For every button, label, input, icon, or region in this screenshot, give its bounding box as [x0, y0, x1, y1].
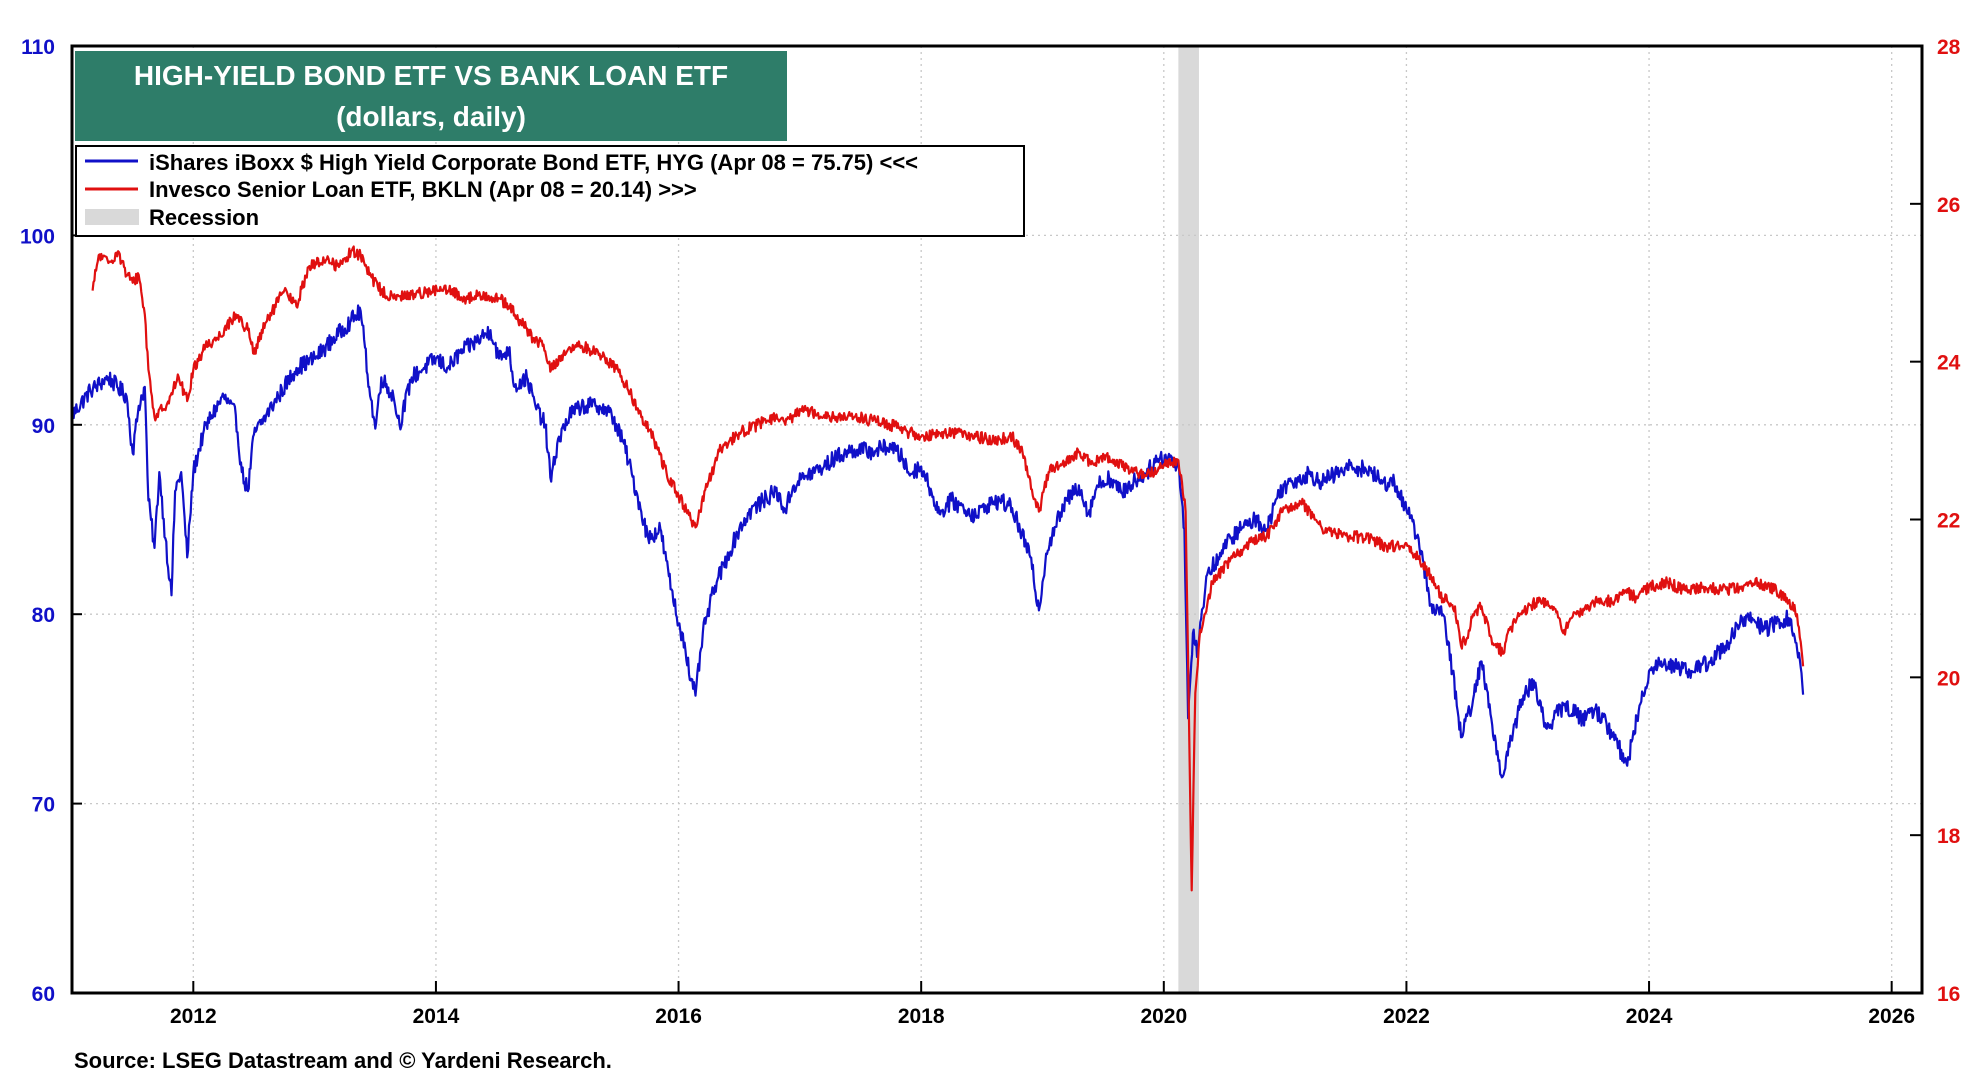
right-tick-label: 28 [1937, 36, 1961, 59]
right-tick-label: 16 [1937, 983, 1960, 1006]
x-tick-label: 2026 [1868, 1005, 1915, 1028]
right-tick-label: 26 [1937, 194, 1960, 217]
x-tick-label: 2016 [655, 1005, 702, 1028]
chart-title: HIGH-YIELD BOND ETF VS BANK LOAN ETF [134, 60, 728, 91]
x-axis-labels: 2012 2014 2016 2018 2020 2022 2024 2026 [170, 1005, 1915, 1028]
recession-band [1178, 46, 1199, 993]
left-axis-labels: 60 70 80 90 100 110 [20, 36, 55, 1006]
left-tick-label: 90 [32, 415, 55, 438]
x-tick-label: 2018 [898, 1005, 945, 1028]
x-tick-label: 2024 [1626, 1005, 1673, 1028]
legend-label-recession: Recession [149, 205, 259, 230]
x-tick-label: 2020 [1140, 1005, 1187, 1028]
legend: iShares iBoxx $ High Yield Corporate Bon… [75, 145, 1025, 237]
legend-swatch-recession [85, 209, 139, 225]
left-tick-label: 100 [20, 225, 55, 248]
left-tick-label: 70 [32, 794, 55, 817]
right-tick-label: 22 [1937, 510, 1960, 533]
left-tick-label: 80 [32, 604, 55, 627]
x-tick-label: 2014 [413, 1005, 460, 1028]
legend-label-bkln: Invesco Senior Loan ETF, BKLN (Apr 08 = … [149, 177, 697, 202]
left-tick-label: 60 [32, 983, 55, 1006]
x-tick-label: 2012 [170, 1005, 217, 1028]
right-axis-labels: 16 18 20 22 24 26 28 [1937, 36, 1961, 1006]
right-tick-label: 20 [1937, 667, 1960, 690]
right-tick-label: 24 [1937, 352, 1961, 375]
series-line-bkln [91, 245, 1805, 892]
right-tick-label: 18 [1937, 825, 1961, 848]
legend-box [75, 145, 1025, 237]
legend-label-hyg: iShares iBoxx $ High Yield Corporate Bon… [149, 150, 918, 175]
title-box: HIGH-YIELD BOND ETF VS BANK LOAN ETF (do… [75, 51, 787, 141]
ticks [72, 45, 1922, 994]
series-line-hyg [70, 304, 1805, 779]
source-note: Source: LSEG Datastream and © Yardeni Re… [74, 1048, 612, 1073]
plot-series [70, 245, 1805, 892]
title-background [75, 51, 787, 141]
left-tick-label: 110 [21, 36, 55, 59]
x-tick-label: 2022 [1383, 1005, 1430, 1028]
chart-subtitle: (dollars, daily) [336, 101, 526, 132]
